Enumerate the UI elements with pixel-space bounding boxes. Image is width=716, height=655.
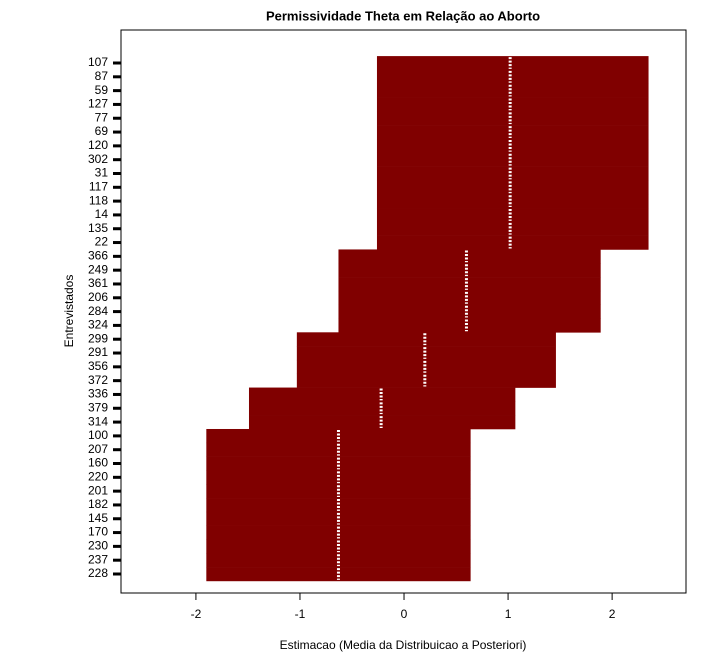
interval-bar: [376, 152, 649, 167]
interval-bar: [338, 318, 601, 333]
interval-bar: [296, 332, 556, 347]
interval-bar: [206, 511, 471, 526]
interval-bar: [206, 470, 471, 485]
interval-bar: [376, 56, 649, 71]
interval-bar: [248, 401, 516, 416]
y-tick-label: 237: [88, 552, 108, 566]
y-tick-label: 220: [88, 469, 108, 483]
interval-bar: [206, 484, 471, 499]
interval-bar: [376, 97, 649, 112]
y-tick-label: 284: [88, 304, 108, 318]
interval-bar: [296, 346, 556, 361]
interval-bar: [376, 111, 649, 126]
interval-bar: [376, 83, 649, 98]
interval-bar: [376, 208, 649, 223]
y-tick-label: 127: [88, 97, 108, 111]
y-tick-label: 182: [88, 497, 108, 511]
y-tick-label: 206: [88, 290, 108, 304]
interval-bar: [206, 442, 471, 457]
y-tick-label: 361: [88, 276, 108, 290]
y-tick-label: 291: [88, 345, 108, 359]
interval-bar: [338, 263, 601, 278]
y-tick-label: 207: [88, 442, 108, 456]
interval-bar: [376, 69, 649, 85]
y-tick-label: 118: [89, 193, 108, 207]
interval-bar: [206, 428, 471, 444]
y-axis-label: Entrevistados: [62, 275, 76, 348]
y-tick-label: 230: [88, 539, 108, 553]
y-tick-label: 201: [88, 483, 108, 497]
x-tick-label: 1: [505, 607, 512, 621]
y-tick-label: 14: [95, 207, 109, 221]
y-tick-label: 31: [95, 166, 109, 180]
y-tick-label: 228: [88, 566, 108, 580]
interval-bar: [338, 304, 601, 319]
interval-bar: [338, 249, 601, 264]
interval-bar: [338, 277, 601, 292]
interval-bar: [296, 373, 556, 388]
interval-bar: [376, 235, 649, 250]
interval-bar: [376, 138, 649, 154]
y-tick-label: 314: [88, 414, 108, 428]
interval-bar: [248, 415, 516, 430]
y-tick-label: 59: [95, 83, 109, 97]
interval-bar: [248, 387, 516, 402]
y-tick-label: 372: [88, 373, 108, 387]
y-tick-label: 379: [88, 400, 108, 414]
interval-bar: [376, 166, 649, 181]
interval-bar: [376, 125, 649, 140]
x-tick-label: -2: [191, 607, 202, 621]
interval-bar: [338, 290, 601, 305]
y-tick-label: 366: [88, 249, 108, 263]
y-tick-label: 22: [95, 235, 109, 249]
y-tick-label: 145: [88, 511, 108, 525]
chart-title: Permissividade Theta em Relação ao Abort…: [266, 8, 540, 23]
interval-bar: [376, 180, 649, 195]
interval-bar: [206, 567, 471, 582]
x-tick-label: 2: [609, 607, 616, 621]
y-tick-label: 356: [88, 359, 108, 373]
y-tick-label: 77: [95, 110, 109, 124]
y-tick-label: 117: [89, 179, 108, 193]
y-tick-label: 160: [88, 456, 108, 470]
y-tick-label: 302: [88, 152, 108, 166]
interval-bar: [206, 539, 471, 554]
y-tick-label: 324: [88, 318, 108, 332]
x-tick-label: -1: [295, 607, 306, 621]
y-tick-label: 100: [88, 428, 108, 442]
y-tick-label: 87: [95, 69, 109, 83]
y-tick-label: 299: [88, 331, 108, 345]
interval-bar: [206, 498, 471, 513]
x-axis-label: Estimacao (Media da Distribuicao a Poste…: [280, 638, 527, 652]
interval-bar: [206, 553, 471, 568]
y-tick-label: 107: [88, 55, 108, 69]
interval-bar: [376, 194, 649, 209]
y-tick-label: 170: [88, 525, 108, 539]
x-tick-label: 0: [401, 607, 408, 621]
interval-bar: [296, 359, 556, 375]
y-tick-label: 120: [88, 138, 108, 152]
y-tick-label: 249: [88, 262, 108, 276]
interval-bar: [206, 456, 471, 471]
interval-bar: [206, 525, 471, 540]
interval-bar: [376, 221, 649, 236]
y-tick-label: 69: [95, 124, 109, 138]
y-tick-label: 135: [88, 221, 108, 235]
y-tick-label: 336: [88, 387, 108, 401]
